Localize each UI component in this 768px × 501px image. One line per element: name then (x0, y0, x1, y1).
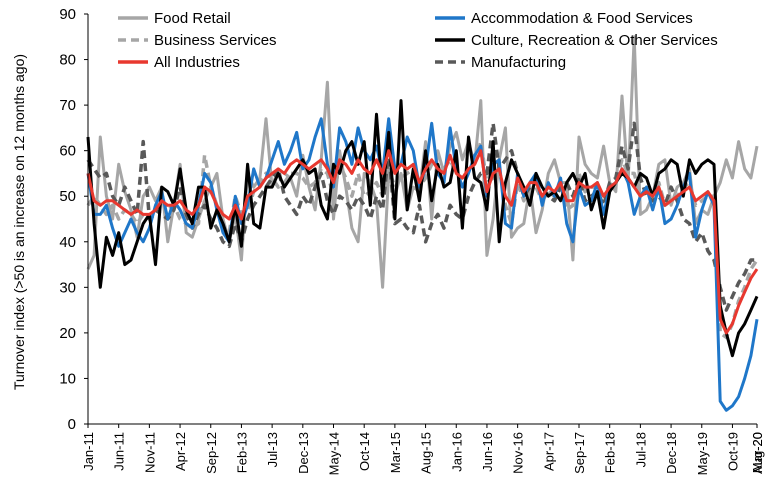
y-tick-label: 0 (68, 416, 76, 433)
x-tick-label: Jun-11 (112, 432, 127, 471)
x-tick-label: Apr-12 (173, 432, 188, 471)
legend-label: Business Services (154, 32, 277, 49)
series-line-culture-recreation-other-services (86, 99, 759, 358)
y-tick-label: 60 (59, 143, 76, 160)
series-layer (86, 35, 759, 412)
legend: Food Retail Accommodation & Food Services… (118, 10, 718, 71)
y-tick-label: 70 (59, 97, 76, 114)
series-line-all-industries (86, 149, 759, 335)
y-axis-title: Turnover index (>50 is an increase on 12… (11, 54, 27, 390)
x-tick-label: Nov-16 (511, 432, 526, 474)
x-tick-label: Jan-16 (449, 432, 464, 472)
x-tick-label: Dec-13 (296, 432, 311, 474)
legend-item: Manufacturing (435, 54, 566, 71)
y-tick-label: 80 (59, 52, 76, 69)
legend-item: Business Services (118, 32, 277, 49)
x-tick-label: Jan-11 (81, 432, 96, 471)
x-tick-label: Sep-12 (204, 432, 219, 474)
x-tick-label: May-19 (695, 432, 710, 475)
x-tick-label: Dec-18 (664, 432, 679, 474)
legend-item: Accommodation & Food Services (435, 10, 693, 27)
x-tick-label: Mar-15 (388, 432, 403, 473)
legend-label: Food Retail (154, 10, 231, 27)
y-tick-label: 40 (59, 234, 76, 251)
legend-item: Culture, Recreation & Other Services (435, 32, 718, 49)
legend-label: Accommodation & Food Services (471, 10, 693, 27)
x-tick-label: Sep-17 (572, 432, 587, 474)
legend-item: All Industries (118, 54, 240, 71)
legend-label: Culture, Recreation & Other Services (471, 32, 718, 49)
x-tick-label: Jul-18 (633, 432, 648, 467)
x-tick-label: Oct-14 (357, 432, 372, 471)
x-tick-label: Aug-15 (419, 432, 434, 474)
x-tick-label: Feb-13 (234, 432, 249, 473)
x-tick-label: Nov-11 (142, 432, 157, 473)
legend-label: All Industries (154, 54, 240, 71)
x-tick-label: Oct-19 (725, 432, 740, 471)
legend-label: Manufacturing (471, 54, 566, 71)
y-tick-label: 10 (59, 370, 76, 387)
y-axis: 0 10 20 30 40 50 60 70 80 90 (59, 6, 89, 433)
series-line-food-retail (86, 35, 759, 289)
x-tick-label: Feb-18 (603, 432, 618, 473)
y-tick-label: 50 (59, 188, 76, 205)
legend-item: Food Retail (118, 10, 231, 27)
y-tick-label: 90 (59, 6, 76, 23)
x-tick-label: May-14 (327, 432, 342, 475)
x-tick-label: Aug-20 (750, 432, 765, 474)
x-tick-label: Mar-20 (750, 432, 765, 473)
y-tick-label: 30 (59, 279, 76, 296)
x-tick-label: Apr-17 (541, 432, 556, 471)
x-axis: Jan-11 Jun-11 Nov-11 Apr-12 Sep-12 Feb-13 Jul-… (81, 423, 765, 475)
x-tick-label: Jul-13 (265, 432, 280, 467)
y-tick-label: 20 (59, 325, 76, 342)
x-tick-label: Jun-16 (480, 432, 495, 472)
